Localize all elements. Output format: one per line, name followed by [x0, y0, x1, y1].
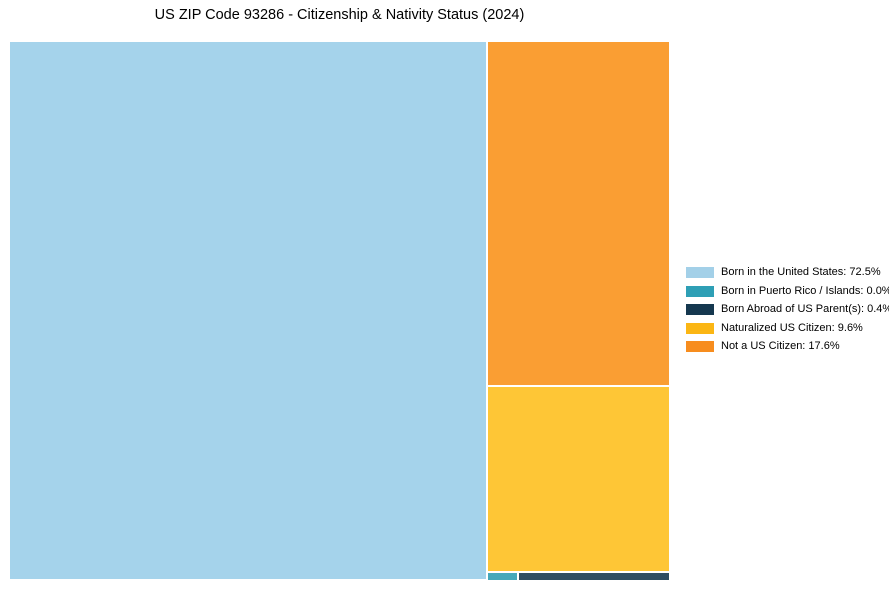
- treemap-tile-born-in-puerto-rico-islands[interactable]: [488, 573, 517, 580]
- legend-swatch-icon: [686, 304, 714, 315]
- legend-item-born-in-puerto-rico-islands[interactable]: Born in Puerto Rico / Islands: 0.0%: [686, 284, 889, 297]
- legend-label: Not a US Citizen: 17.6%: [721, 340, 840, 352]
- legend-label: Born in Puerto Rico / Islands: 0.0%: [721, 284, 889, 297]
- treemap-tile-born-in-united-states[interactable]: [10, 42, 486, 579]
- treemap-chart: [10, 42, 669, 580]
- treemap-tile-born-abroad-of-us-parents[interactable]: [519, 573, 669, 580]
- legend-item-born-abroad-of-us-parents[interactable]: Born Abroad of US Parent(s): 0.4%: [686, 304, 889, 315]
- treemap-tile-not-a-us-citizen[interactable]: [488, 42, 669, 385]
- treemap-tile-naturalized-us-citizen[interactable]: [488, 387, 669, 571]
- legend-item-born-in-united-states[interactable]: Born in the United States: 72.5%: [686, 267, 889, 278]
- legend-swatch-icon: [686, 285, 714, 297]
- legend: Born in the United States: 72.5% Born in…: [686, 267, 889, 352]
- legend-item-not-a-us-citizen[interactable]: Not a US Citizen: 17.6%: [686, 341, 889, 352]
- legend-swatch-icon: [686, 341, 714, 352]
- chart-title: US ZIP Code 93286 - Citizenship & Nativi…: [154, 7, 525, 23]
- legend-swatch-icon: [686, 267, 714, 278]
- legend-swatch-icon: [686, 322, 714, 334]
- legend-label: Naturalized US Citizen: 9.6%: [721, 321, 863, 334]
- legend-item-naturalized-us-citizen[interactable]: Naturalized US Citizen: 9.6%: [686, 321, 889, 334]
- legend-label: Born Abroad of US Parent(s): 0.4%: [721, 303, 889, 315]
- legend-label: Born in the United States: 72.5%: [721, 266, 881, 278]
